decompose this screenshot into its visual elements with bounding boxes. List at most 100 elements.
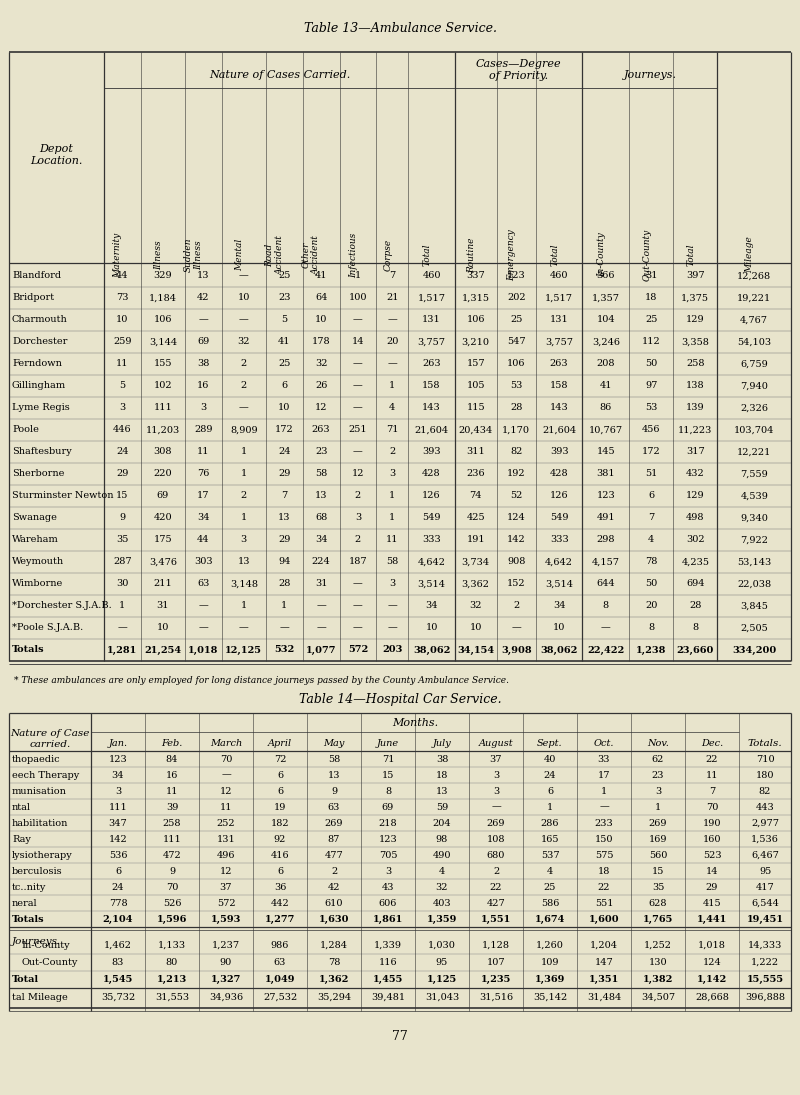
Text: —: — — [239, 272, 249, 280]
Text: 84: 84 — [166, 754, 178, 763]
Text: 575: 575 — [594, 851, 614, 860]
Text: 98: 98 — [436, 834, 448, 843]
Text: 22,038: 22,038 — [737, 579, 771, 588]
Text: 123: 123 — [109, 754, 127, 763]
Text: 204: 204 — [433, 818, 451, 828]
Text: 12,221: 12,221 — [737, 448, 771, 457]
Text: 123: 123 — [507, 272, 526, 280]
Text: 3,210: 3,210 — [462, 337, 490, 346]
Text: —: — — [353, 381, 363, 391]
Text: 317: 317 — [686, 448, 705, 457]
Text: 44: 44 — [116, 272, 129, 280]
Text: March: March — [210, 738, 242, 748]
Text: Swanage: Swanage — [12, 514, 57, 522]
Text: 2: 2 — [389, 448, 395, 457]
Text: Total: Total — [12, 975, 39, 984]
Text: 1: 1 — [119, 601, 126, 611]
Text: 39: 39 — [166, 803, 178, 811]
Text: Months.: Months. — [392, 718, 438, 728]
Text: 2: 2 — [331, 866, 337, 876]
Text: 20: 20 — [645, 601, 658, 611]
Text: 111: 111 — [109, 803, 127, 811]
Text: 37: 37 — [490, 754, 502, 763]
Text: 4: 4 — [547, 866, 553, 876]
Text: 34,936: 34,936 — [209, 992, 243, 1002]
Text: —: — — [316, 601, 326, 611]
Text: 7,559: 7,559 — [740, 470, 768, 479]
Text: 1,551: 1,551 — [481, 914, 511, 923]
Text: 21,604: 21,604 — [542, 426, 576, 435]
Text: 78: 78 — [328, 958, 340, 967]
Text: 15: 15 — [652, 866, 664, 876]
Text: 124: 124 — [702, 958, 722, 967]
Text: 71: 71 — [386, 426, 398, 435]
Text: Ray: Ray — [12, 834, 31, 843]
Text: 50: 50 — [645, 359, 658, 369]
Text: 139: 139 — [686, 403, 705, 413]
Text: 41: 41 — [599, 381, 612, 391]
Text: 44: 44 — [197, 535, 210, 544]
Text: 311: 311 — [466, 448, 485, 457]
Text: 1,030: 1,030 — [428, 941, 456, 950]
Text: —: — — [511, 623, 521, 633]
Text: 31: 31 — [157, 601, 169, 611]
Text: 87: 87 — [328, 834, 340, 843]
Text: 123: 123 — [596, 492, 615, 500]
Text: 12,268: 12,268 — [737, 272, 771, 280]
Text: 1,281: 1,281 — [107, 645, 138, 655]
Text: 4: 4 — [439, 866, 445, 876]
Text: 13: 13 — [197, 272, 210, 280]
Text: 25: 25 — [278, 359, 290, 369]
Text: 58: 58 — [315, 470, 327, 479]
Text: 24: 24 — [278, 448, 290, 457]
Text: 35,732: 35,732 — [101, 992, 135, 1002]
Text: 68: 68 — [315, 514, 327, 522]
Text: 1,133: 1,133 — [158, 941, 186, 950]
Text: 51: 51 — [645, 470, 658, 479]
Text: 138: 138 — [686, 381, 705, 391]
Text: 3,908: 3,908 — [501, 645, 531, 655]
Text: 58: 58 — [328, 754, 340, 763]
Text: 13: 13 — [436, 786, 448, 795]
Text: 32: 32 — [470, 601, 482, 611]
Text: —: — — [239, 623, 249, 633]
Text: 7: 7 — [709, 786, 715, 795]
Text: 428: 428 — [550, 470, 569, 479]
Text: 4,642: 4,642 — [545, 557, 573, 566]
Text: 21,254: 21,254 — [144, 645, 182, 655]
Text: 333: 333 — [422, 535, 441, 544]
Text: 428: 428 — [422, 470, 441, 479]
Text: 1,142: 1,142 — [697, 975, 727, 984]
Text: habilitation: habilitation — [12, 818, 68, 828]
Text: 572: 572 — [348, 645, 368, 655]
Text: 236: 236 — [466, 470, 485, 479]
Text: 73: 73 — [116, 293, 129, 302]
Text: 1,018: 1,018 — [188, 645, 218, 655]
Text: 42: 42 — [328, 883, 340, 891]
Text: 106: 106 — [507, 359, 526, 369]
Text: 644: 644 — [597, 579, 615, 588]
Text: 778: 778 — [109, 899, 127, 908]
Text: 1,455: 1,455 — [373, 975, 403, 984]
Text: 908: 908 — [507, 557, 526, 566]
Text: Table 13—Ambulance Service.: Table 13—Ambulance Service. — [303, 22, 497, 35]
Text: 986: 986 — [271, 941, 289, 950]
Text: 11: 11 — [166, 786, 178, 795]
Text: Charmouth: Charmouth — [12, 315, 68, 324]
Text: 86: 86 — [600, 403, 612, 413]
Text: 52: 52 — [510, 492, 522, 500]
Text: 129: 129 — [686, 492, 705, 500]
Text: 22: 22 — [706, 754, 718, 763]
Text: 3,845: 3,845 — [740, 601, 768, 611]
Text: 3,757: 3,757 — [545, 337, 573, 346]
Text: 26: 26 — [315, 381, 327, 391]
Text: 16: 16 — [166, 771, 178, 780]
Text: 4,539: 4,539 — [740, 492, 768, 500]
Text: 8: 8 — [648, 623, 654, 633]
Text: 25: 25 — [544, 883, 556, 891]
Text: 1,369: 1,369 — [535, 975, 565, 984]
Text: 203: 203 — [382, 645, 402, 655]
Text: 477: 477 — [325, 851, 343, 860]
Text: 104: 104 — [597, 315, 615, 324]
Text: 31: 31 — [645, 272, 658, 280]
